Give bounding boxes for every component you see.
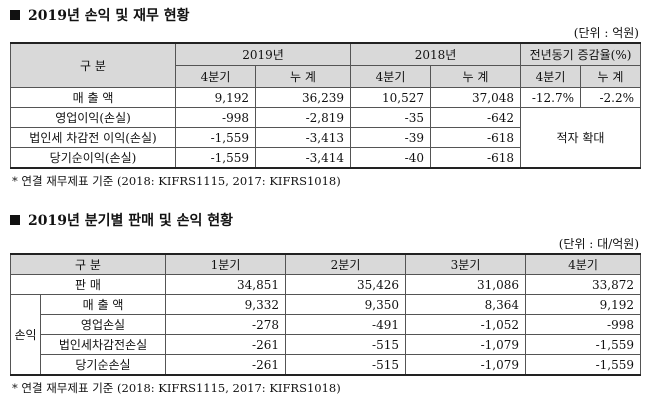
cell: 2018년 <box>350 42 521 66</box>
cell: 누 계 <box>255 65 351 88</box>
cell: 누 계 <box>580 65 641 88</box>
row: 당기순손실 -261 -515 -1,079 -1,559 <box>11 354 641 376</box>
cell: -618 <box>430 147 521 169</box>
cell: -278 <box>165 314 286 335</box>
title-text: 2019년 손익 및 재무 현황 <box>28 8 190 24</box>
cell: 9,192 <box>525 294 641 315</box>
cell: 4분기 <box>520 65 581 88</box>
row: 구 분 2019년 2018년 전년동기 증감율(%) <box>10 42 641 88</box>
cell: 3분기 <box>405 253 526 275</box>
cell: 손익 <box>10 294 41 376</box>
cell: 당기순손실 <box>40 354 166 376</box>
cell: -1,079 <box>405 354 526 376</box>
cell: 4분기 <box>175 65 256 88</box>
cell: -998 <box>175 107 256 128</box>
cell: 2019년 <box>175 42 351 66</box>
cell: -515 <box>285 334 406 355</box>
cell: 8,364 <box>405 294 526 315</box>
row: 법인세차감전손실 -261 -515 -1,079 -1,559 <box>11 334 641 355</box>
cell: -40 <box>350 147 431 169</box>
section-title: 2019년 손익 및 재무 현황 <box>10 5 190 25</box>
cell: 법인세차감전손실 <box>40 334 166 355</box>
row: 손익 매 출 액 9,332 9,350 8,364 9,192 <box>10 294 641 376</box>
cell: 33,872 <box>525 274 641 295</box>
cell: 2분기 <box>285 253 406 275</box>
row: 4분기 누 계 4분기 누 계 4분기 누 계 <box>11 65 641 88</box>
cell: -515 <box>285 354 406 376</box>
cell: 1분기 <box>165 253 286 275</box>
row: 법인세 차감전 이익(손실) -1,559 -3,413 -39 -618 <box>10 127 641 148</box>
table: 구 분 1분기 2분기 3분기 4분기 판 매 34,851 35,426 31,086 33,8… <box>10 253 641 376</box>
cell: -618 <box>430 127 521 148</box>
cell: 영업손실 <box>40 314 166 335</box>
cell: -39 <box>350 127 431 148</box>
row: 구 분 1분기 2분기 3분기 4분기 <box>10 253 641 275</box>
row: 영업이익(손실) -998 -2,819 -35 -642 적자 확대 <box>10 107 641 169</box>
cell: 구 분 <box>10 253 166 275</box>
unit: (단위 : 억원) <box>573 26 639 40</box>
cell: -491 <box>285 314 406 335</box>
cell: 판 매 <box>10 274 166 295</box>
row: 판 매 34,851 35,426 31,086 33,872 <box>10 274 641 295</box>
cell: 36,239 <box>255 87 351 108</box>
cell: 34,851 <box>165 274 286 295</box>
cell: 매 출 액 <box>40 294 166 315</box>
footnote: * 연결 재무제표 기준 (2018: KIFRS1115, 2017: KIF… <box>12 174 341 188</box>
cell: 누 계 <box>430 65 521 88</box>
cell: -261 <box>165 354 286 376</box>
cell: 10,527 <box>350 87 431 108</box>
cell: -2.2% <box>580 87 641 108</box>
cell: 4분기 <box>525 253 641 275</box>
unit: (단위 : 대/억원) <box>558 237 639 251</box>
cell: -1,559 <box>525 334 641 355</box>
cell: -1,052 <box>405 314 526 335</box>
row: 매 출 액 9,192 36,239 10,527 37,048 -12.7% -2.2% <box>10 87 641 108</box>
cell: 37,048 <box>430 87 521 108</box>
cell: 법인세 차감전 이익(손실) <box>10 127 176 148</box>
cell: 적자 확대 <box>520 107 641 169</box>
cell: -1,559 <box>175 127 256 148</box>
cell: -12.7% <box>520 87 581 108</box>
cell: -1,559 <box>525 354 641 376</box>
cell: 당기순이익(손실) <box>10 147 176 169</box>
row: 당기순이익(손실) -1,559 -3,414 -40 -618 <box>10 147 641 169</box>
cell: -642 <box>430 107 521 128</box>
cell: -1,079 <box>405 334 526 355</box>
cell: 영업이익(손실) <box>10 107 176 128</box>
cell: 구 분 <box>10 42 176 88</box>
cell: -1,559 <box>175 147 256 169</box>
cell: -2,819 <box>255 107 351 128</box>
cell: -261 <box>165 334 286 355</box>
cell: 전년동기 증감율(%) <box>520 42 641 66</box>
bullet <box>10 10 20 20</box>
cell: 31,086 <box>405 274 526 295</box>
cell: 매 출 액 <box>10 87 176 108</box>
cell: 9,332 <box>165 294 286 315</box>
footnote: * 연결 재무제표 기준 (2018: KIFRS1115, 2017: KIF… <box>12 381 341 395</box>
cell: 9,350 <box>285 294 406 315</box>
cell: 4분기 <box>350 65 431 88</box>
title-text: 2019년 분기별 판매 및 손익 현황 <box>28 213 234 229</box>
cell: -3,414 <box>255 147 351 169</box>
section-title: 2019년 분기별 판매 및 손익 현황 <box>10 210 233 230</box>
cell: 9,192 <box>175 87 256 108</box>
cell: -3,413 <box>255 127 351 148</box>
table: 구 분 2019년 2018년 전년동기 증감율(%) 4분기 누 계 4분기 누 계 4분기 누… <box>10 42 641 169</box>
cell: -998 <box>525 314 641 335</box>
cell: -35 <box>350 107 431 128</box>
bullet <box>10 215 20 225</box>
cell: 35,426 <box>285 274 406 295</box>
row: 영업손실 -278 -491 -1,052 -998 <box>11 314 641 335</box>
